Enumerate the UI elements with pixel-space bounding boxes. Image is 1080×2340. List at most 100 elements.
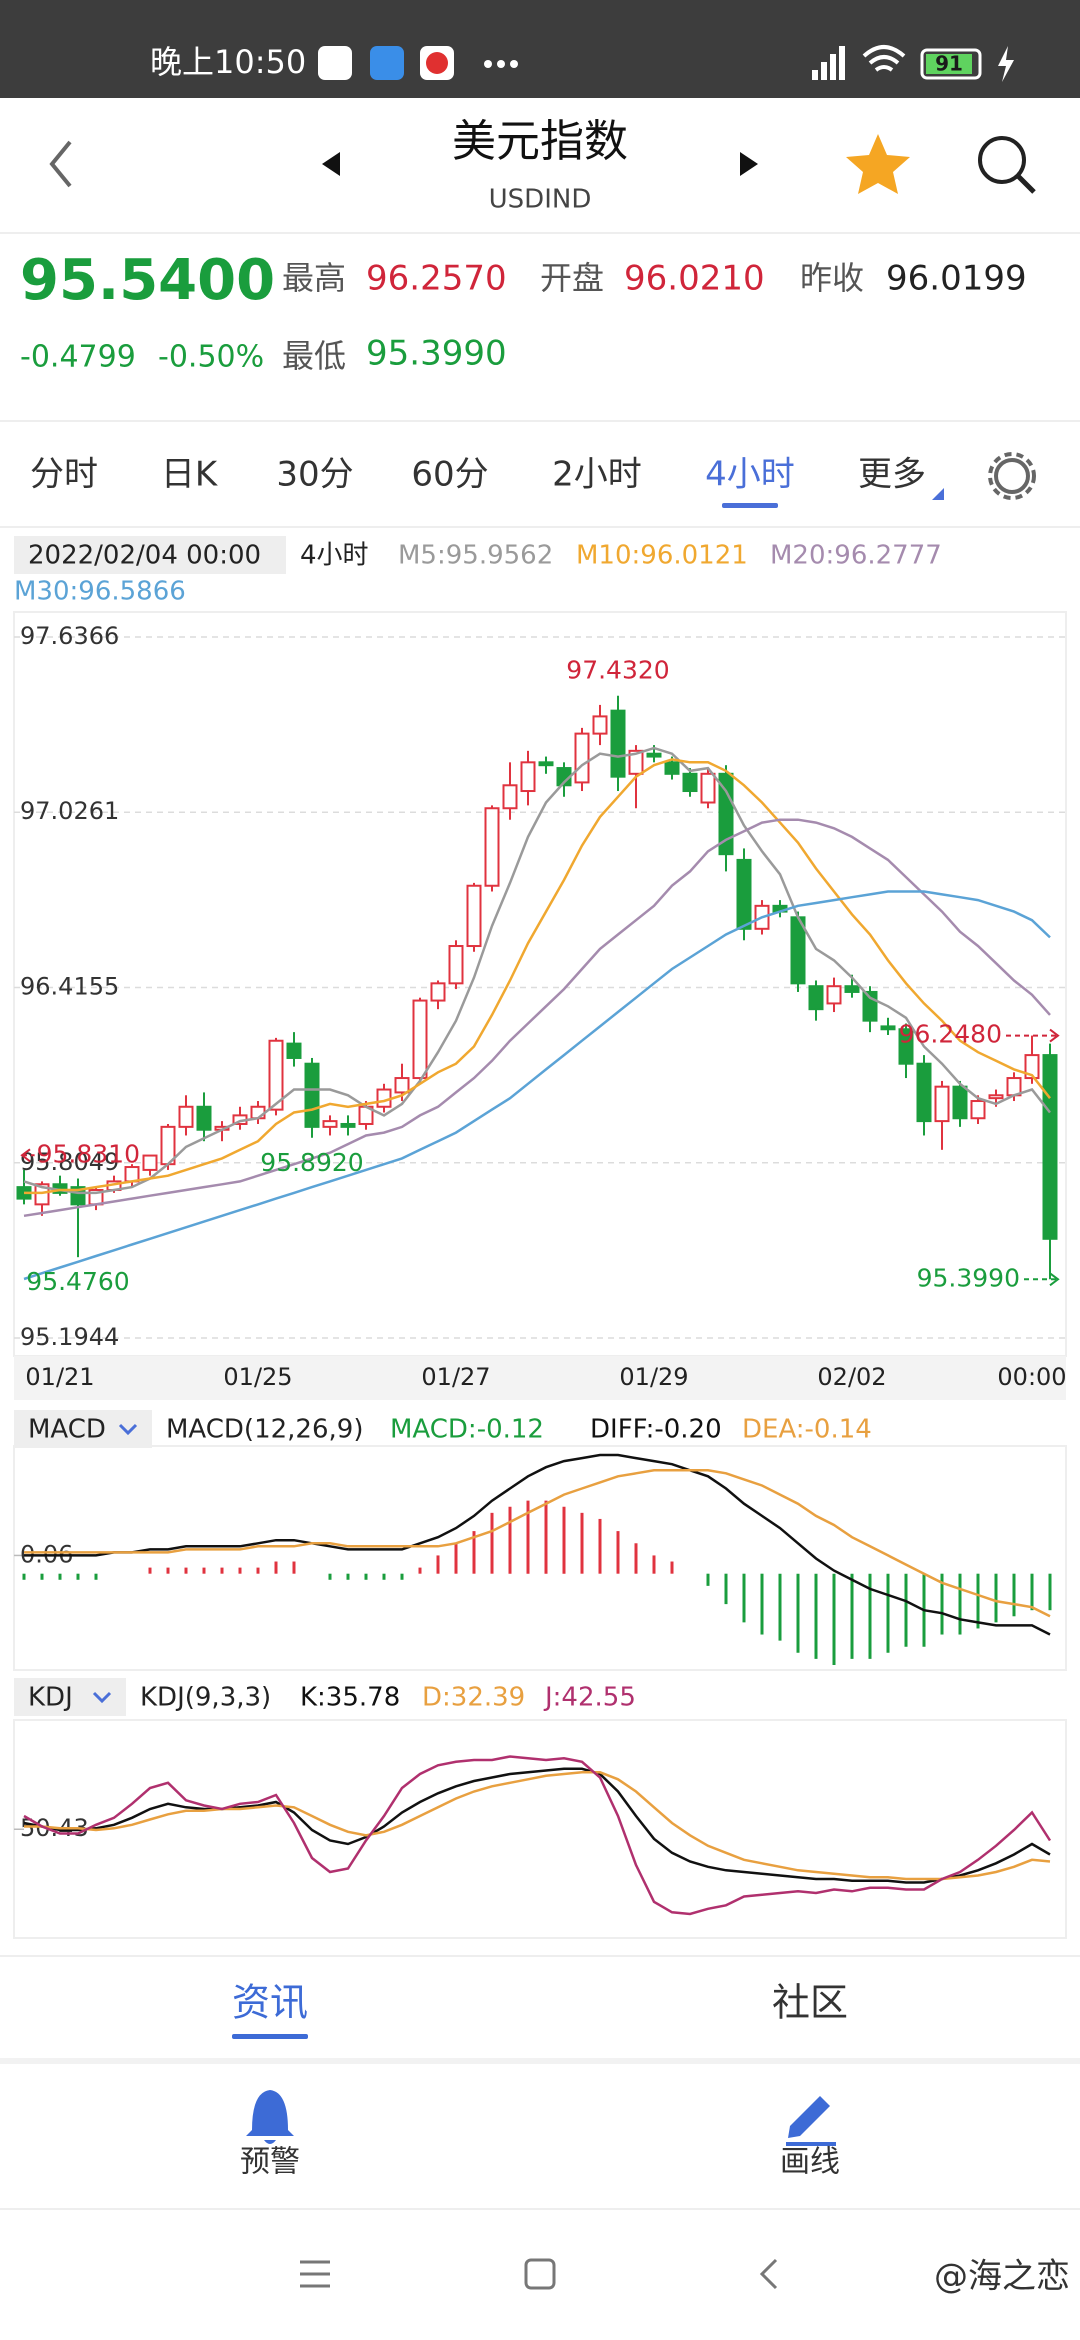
candle-body [700, 772, 716, 804]
period-tab[interactable]: 4小时 [705, 455, 795, 495]
price-annotation: 95.8310 [37, 1139, 140, 1168]
price-annotation: 95.4760 [26, 1267, 129, 1296]
candle-body [178, 1105, 194, 1128]
price-annotation: 95.8920 [260, 1148, 363, 1177]
price-change: -0.4799 [20, 340, 136, 375]
y-tick-label: 95.1944 [20, 1323, 119, 1351]
status-time: 晚上10:50 [150, 43, 306, 81]
divider [0, 232, 1080, 234]
period-tab[interactable]: 2小时 [552, 455, 642, 495]
period-tab[interactable]: 日K [161, 455, 219, 495]
tab-underline [232, 2034, 308, 2039]
quote-label: 开盘 [540, 259, 604, 297]
divider [0, 1955, 1080, 1957]
prev-button[interactable] [322, 152, 340, 176]
app-icon-dot [426, 52, 448, 74]
candle-body [718, 772, 734, 856]
draw-icon-line [786, 2142, 836, 2146]
settings-button[interactable] [988, 452, 1036, 500]
candle-body [592, 715, 608, 735]
indicator-name: KDJ [28, 1683, 73, 1713]
annotation-arrowhead [20, 1148, 31, 1163]
x-tick-label: 01/21 [25, 1363, 94, 1391]
candle-body [826, 985, 842, 1005]
date-axis-band [14, 1356, 1066, 1400]
battery-icon [920, 48, 982, 80]
period-tab[interactable]: 分时 [30, 455, 98, 495]
nav-back[interactable] [759, 2258, 778, 2290]
indicator-line [23, 890, 1051, 1281]
app-icon [370, 46, 404, 80]
back-button[interactable] [49, 140, 72, 188]
legend-item: M30:96.5866 [14, 577, 186, 607]
candle-body [916, 1062, 932, 1123]
indicator-select[interactable] [14, 1410, 152, 1448]
wifi-icon [862, 45, 906, 72]
alert-icon[interactable] [246, 2090, 294, 2144]
indicator-line [23, 746, 1051, 1195]
candle-body [34, 1183, 50, 1206]
indicator-title: KDJ(9,3,3) [140, 1683, 271, 1713]
candle-body [880, 1025, 896, 1031]
candle-body [124, 1166, 140, 1183]
indicator-line [23, 818, 1051, 1218]
x-tick-label: 01/29 [619, 1363, 688, 1391]
candle-body [250, 1105, 266, 1120]
legend-item: K:35.78 [300, 1683, 400, 1713]
page-title: 美元指数 [452, 116, 628, 167]
candle-body [970, 1100, 986, 1120]
legend-item: D:32.39 [422, 1683, 525, 1713]
legend-item: DEA:-0.14 [742, 1415, 872, 1445]
candle-body [664, 761, 680, 775]
search-button[interactable] [978, 136, 1036, 194]
period-tab[interactable]: 30分 [276, 455, 353, 495]
candle-body [1024, 1054, 1040, 1080]
cursor-time: 2022/02/04 00:00 [28, 541, 261, 571]
candle-body [142, 1154, 158, 1171]
indicator-line [24, 1453, 1051, 1636]
quote-label: 最低 [282, 337, 346, 375]
last-price: 95.5400 [20, 248, 275, 313]
nav-menu[interactable] [300, 2260, 330, 2288]
charging-icon [998, 46, 1014, 82]
candle-body [520, 761, 536, 793]
candle-body [610, 709, 626, 778]
x-tick-label: 01/27 [421, 1363, 490, 1391]
tab-underline [722, 503, 778, 508]
y-tick-label: 97.0261 [20, 797, 119, 825]
legend-item: DIFF:-0.20 [590, 1415, 722, 1445]
candle-body [844, 985, 860, 993]
x-tick-label: 02/02 [817, 1363, 886, 1391]
y-tick-label: 95.8049 [20, 1148, 119, 1176]
favorite-star[interactable] [846, 134, 910, 194]
signal-icon [812, 46, 845, 80]
quote-value: 96.0199 [886, 259, 1027, 299]
x-tick-label: 01/25 [223, 1363, 292, 1391]
next-button[interactable] [740, 152, 758, 176]
draw-icon[interactable] [788, 2096, 830, 2138]
candle-body [196, 1105, 212, 1131]
battery-level [926, 54, 972, 74]
price-annotation: 97.4320 [566, 656, 669, 685]
toolbar-label[interactable]: 画线 [780, 2145, 840, 2180]
annotation-arrowhead [1049, 1272, 1060, 1287]
nav-home[interactable] [524, 2258, 556, 2290]
indicator-line [23, 1755, 1052, 1916]
quote-label: 最高 [282, 259, 346, 297]
more-dots [484, 60, 518, 68]
price-annotation: 96.2480 [899, 1020, 1002, 1049]
bottom-tab[interactable]: 资讯 [232, 1981, 308, 2025]
more-indicator [932, 488, 944, 500]
period-tab[interactable]: 更多 [858, 455, 926, 495]
candle-body [934, 1085, 950, 1123]
battery-text: 91 [935, 52, 963, 76]
period-tab[interactable]: 60分 [411, 455, 488, 495]
bottom-tab[interactable]: 社区 [772, 1981, 848, 2025]
candle-body [412, 999, 428, 1080]
toolbar-label[interactable]: 预警 [240, 2145, 300, 2180]
legend-item: J:42.55 [543, 1683, 636, 1713]
legend-item: MACD:-0.12 [390, 1415, 544, 1445]
divider [0, 2058, 1080, 2064]
candle-body [1042, 1054, 1058, 1240]
